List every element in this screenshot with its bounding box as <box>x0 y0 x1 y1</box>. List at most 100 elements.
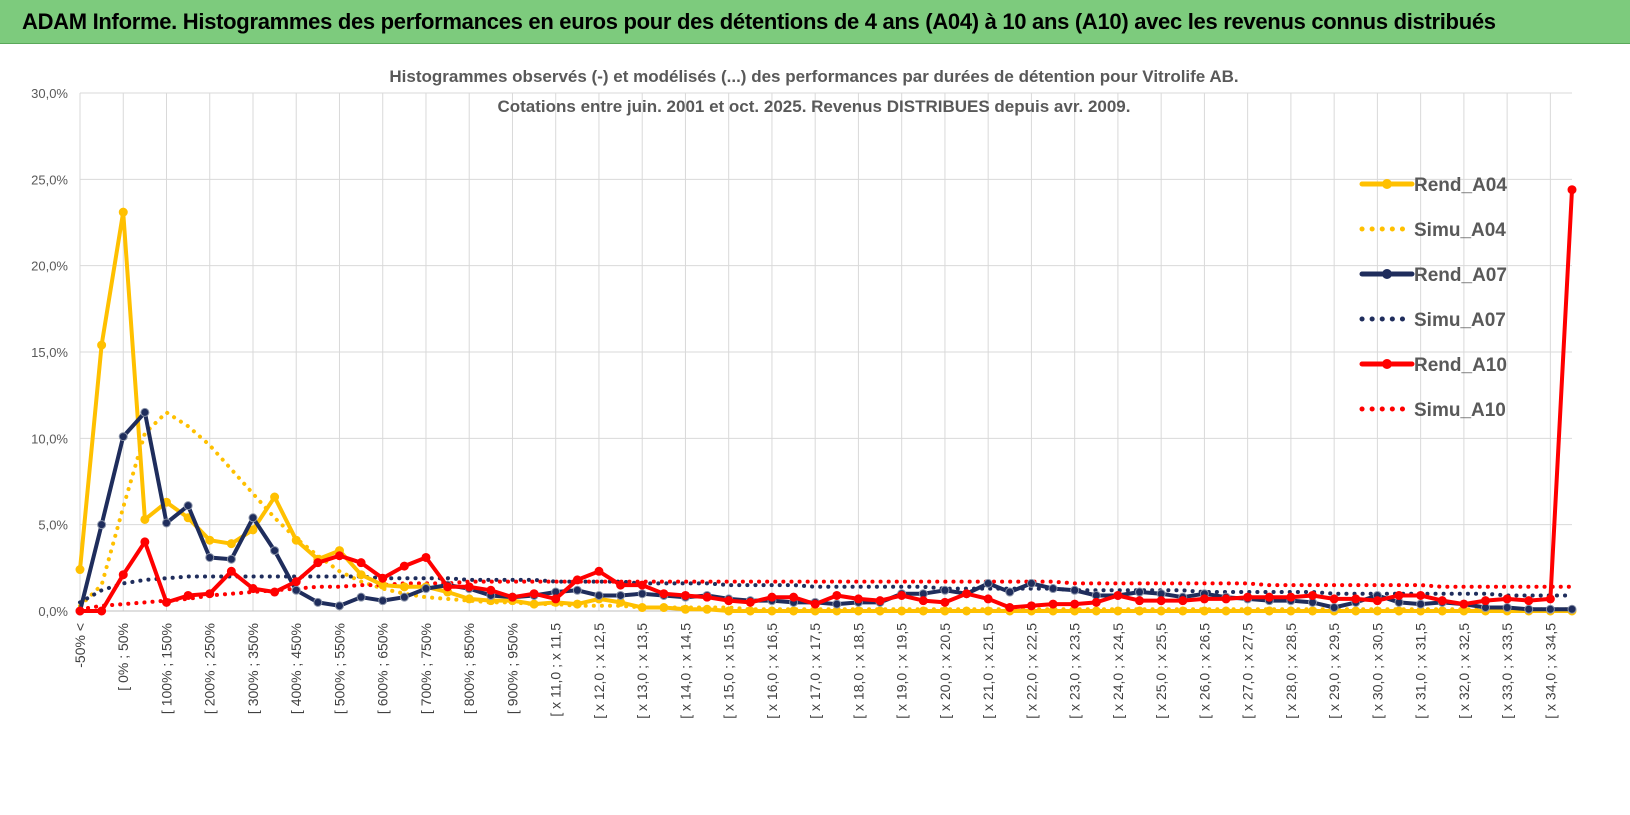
point-rend-a07 <box>940 585 950 595</box>
point-rend-a10 <box>1437 596 1447 606</box>
point-rend-a10 <box>810 599 820 609</box>
point-rend-a04 <box>637 603 647 613</box>
point-rend-a04 <box>1351 606 1361 616</box>
point-rend-a10 <box>443 582 453 592</box>
point-rend-a10 <box>1502 594 1512 604</box>
point-rend-a07 <box>1026 578 1036 588</box>
x-tick-label: [ x 18,0 ; x 18,5 <box>850 623 866 719</box>
chart-title-line: Cotations entre juin. 2001 et oct. 2025.… <box>497 97 1130 116</box>
point-rend-a07 <box>356 592 366 602</box>
y-tick-label: 20,0% <box>31 259 68 274</box>
series-line-rend-a07 <box>78 410 1574 613</box>
x-tick-label: [ x 14,0 ; x 14,5 <box>677 623 693 719</box>
point-rend-a10 <box>464 582 474 592</box>
series-line-simu-a10 <box>78 579 1574 612</box>
point-rend-a10 <box>853 594 863 604</box>
legend-label-rend-a04: Rend_A04 <box>1414 175 1507 196</box>
y-tick-label: 5,0% <box>38 518 68 533</box>
series-line-rend-a10 <box>78 187 1574 613</box>
point-rend-a10 <box>118 570 128 580</box>
legend-marker <box>1382 269 1392 279</box>
point-rend-a04 <box>940 606 950 616</box>
point-rend-a04 <box>983 606 993 616</box>
legend-label-rend-a10: Rend_A10 <box>1414 355 1507 376</box>
point-rend-a04 <box>1135 606 1145 616</box>
point-rend-a04 <box>1264 606 1274 616</box>
point-rend-a10 <box>1351 594 1361 604</box>
point-rend-a10 <box>680 590 690 600</box>
point-rend-a04 <box>1221 606 1231 616</box>
point-rend-a07 <box>140 407 150 417</box>
x-tick-label: [ x 11,0 ; x 11,5 <box>548 623 564 717</box>
point-rend-a10 <box>1221 594 1231 604</box>
point-rend-a04 <box>205 535 215 545</box>
x-tick-label: [ x 32,0 ; x 32,5 <box>1456 623 1472 719</box>
point-rend-a04 <box>853 606 863 616</box>
legend-label-simu-a07: Simu_A07 <box>1414 310 1506 331</box>
point-rend-a10 <box>1308 590 1318 600</box>
x-tick-label: [ x 34,0 ; x 34,5 <box>1542 623 1558 719</box>
point-rend-a04 <box>118 207 128 217</box>
point-rend-a04 <box>702 604 712 614</box>
point-rend-a10 <box>183 590 193 600</box>
point-rend-a07 <box>183 501 193 511</box>
point-rend-a10 <box>1286 592 1296 602</box>
x-tick-label: [ x 12,0 ; x 12,5 <box>591 623 607 719</box>
chart-area: 0,0% 5,0% 10,0% 15,0% 20,0% 25,0% 30,0% -50% < [… <box>0 44 1630 815</box>
point-rend-a07 <box>637 589 647 599</box>
x-tick-label: [ x 20,0 ; x 20,5 <box>937 623 953 719</box>
point-rend-a07 <box>270 546 280 556</box>
point-rend-a07 <box>97 520 107 530</box>
point-rend-a04 <box>1156 606 1166 616</box>
point-rend-a10 <box>1524 596 1534 606</box>
point-rend-a04 <box>1113 606 1123 616</box>
point-rend-a07 <box>313 597 323 607</box>
point-rend-a07 <box>205 552 215 562</box>
point-rend-a04 <box>356 570 366 580</box>
point-rend-a07 <box>1048 584 1058 594</box>
point-rend-a10 <box>1329 594 1339 604</box>
point-rend-a04 <box>464 594 474 604</box>
x-tick-label: [ 900% ; 950% <box>504 623 520 714</box>
point-rend-a10 <box>551 594 561 604</box>
point-rend-a04 <box>270 492 280 502</box>
point-rend-a10 <box>1005 603 1015 613</box>
point-rend-a04 <box>897 606 907 616</box>
point-rend-a07 <box>1070 585 1080 595</box>
point-rend-a07 <box>1005 587 1015 597</box>
point-rend-a04 <box>399 582 409 592</box>
series-line-rend-a04 <box>78 210 1574 613</box>
report-banner: ADAM Informe. Histogrammes des performan… <box>0 0 1630 44</box>
point-rend-a07 <box>118 432 128 442</box>
axes: 0,0% 5,0% 10,0% 15,0% 20,0% 25,0% 30,0% -50% < [… <box>31 86 1572 719</box>
point-rend-a10 <box>1264 592 1274 602</box>
point-rend-a10 <box>1091 597 1101 607</box>
point-rend-a10 <box>1135 596 1145 606</box>
point-rend-a10 <box>1156 596 1166 606</box>
point-rend-a10 <box>378 573 388 583</box>
point-rend-a07 <box>832 599 842 609</box>
point-rend-a10 <box>1070 599 1080 609</box>
point-rend-a07 <box>1135 587 1145 597</box>
point-rend-a04 <box>745 606 755 616</box>
point-rend-a10 <box>789 592 799 602</box>
x-tick-label: [ 300% ; 350% <box>245 623 261 714</box>
x-tick-label: [ 0% ; 50% <box>115 623 131 691</box>
y-tick-label: 30,0% <box>31 86 68 101</box>
chart-title: Histogrammes observés (-) et modélisés (… <box>389 67 1238 116</box>
point-rend-a10 <box>1113 590 1123 600</box>
point-rend-a10 <box>226 566 236 576</box>
point-rend-a04 <box>97 340 107 350</box>
point-rend-a10 <box>507 592 517 602</box>
point-rend-a07 <box>1567 604 1577 614</box>
point-rend-a04 <box>659 603 669 613</box>
point-rend-a07 <box>1545 604 1555 614</box>
point-rend-a04 <box>291 535 301 545</box>
point-rend-a07 <box>334 601 344 611</box>
point-rend-a10 <box>356 558 366 568</box>
point-rend-a10 <box>205 589 215 599</box>
point-rend-a04 <box>226 539 236 549</box>
point-rend-a04 <box>140 514 150 524</box>
point-rend-a07 <box>1329 603 1339 613</box>
point-rend-a10 <box>918 596 928 606</box>
